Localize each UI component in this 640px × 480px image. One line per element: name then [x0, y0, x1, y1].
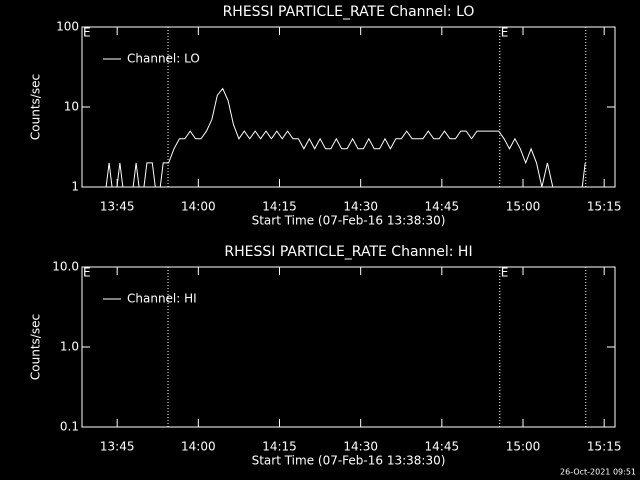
x-tick-label: 14:00 — [181, 200, 216, 214]
footer-timestamp: 26-Oct-2021 09:51 — [560, 468, 636, 477]
x-tick-label: 15:00 — [506, 200, 541, 214]
x-tick-label: 13:45 — [100, 200, 135, 214]
legend-label: Channel: HI — [127, 292, 197, 306]
x-tick-label: 14:30 — [343, 200, 378, 214]
y-tick-label: 1 — [71, 180, 79, 194]
y-tick-label: 0.1 — [60, 420, 79, 434]
x-tick-label: 15:15 — [587, 200, 622, 214]
y-axis-label: Counts/sec — [29, 74, 43, 140]
event-label: E — [501, 26, 509, 40]
x-axis-label: Start Time (07-Feb-16 13:38:30) — [252, 454, 446, 468]
x-tick-label: 14:45 — [425, 200, 460, 214]
event-label: E — [83, 266, 91, 280]
x-tick-label: 15:00 — [506, 440, 541, 454]
x-tick-label: 15:15 — [587, 440, 622, 454]
data-line — [105, 87, 586, 187]
x-tick-label: 14:15 — [262, 440, 297, 454]
legend-label: Channel: LO — [127, 52, 200, 66]
event-label: E — [83, 26, 91, 40]
x-tick-label: 13:45 — [100, 440, 135, 454]
event-label: E — [501, 266, 509, 280]
panel: RHESSI PARTICLE_RATE Channel: HI Start Ti… — [29, 244, 622, 468]
x-tick-label: 14:45 — [425, 440, 460, 454]
chart-title: RHESSI PARTICLE_RATE Channel: LO — [223, 4, 475, 20]
chart-title: RHESSI PARTICLE_RATE Channel: HI — [224, 244, 472, 260]
y-axis-label: Counts/sec — [29, 314, 43, 380]
y-tick-label: 10.0 — [52, 260, 79, 274]
x-tick-label: 14:00 — [181, 440, 216, 454]
y-tick-label: 100 — [56, 20, 79, 34]
x-tick-label: 14:30 — [343, 440, 378, 454]
x-axis-label: Start Time (07-Feb-16 13:38:30) — [252, 214, 446, 228]
y-tick-label: 10 — [64, 100, 79, 114]
x-tick-label: 14:15 — [262, 200, 297, 214]
panel: RHESSI PARTICLE_RATE Channel: LO Start Ti… — [29, 4, 622, 228]
y-tick-label: 1.0 — [60, 340, 79, 354]
